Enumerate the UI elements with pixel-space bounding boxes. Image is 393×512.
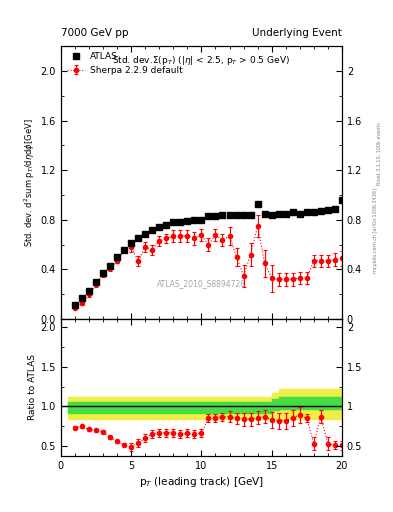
Text: Rivet 3.1.10, 100k events: Rivet 3.1.10, 100k events (377, 122, 382, 185)
Y-axis label: Ratio to ATLAS: Ratio to ATLAS (28, 354, 37, 420)
Text: ATLAS_2010_S8894728: ATLAS_2010_S8894728 (157, 279, 246, 288)
Y-axis label: Std. dev. d$^2$sum p$_T$/d$\eta$d$\phi$[GeV]: Std. dev. d$^2$sum p$_T$/d$\eta$d$\phi$[… (22, 118, 37, 247)
Text: Std. dev.$\Sigma$(p$_T$) ($|\eta|$ < 2.5, p$_T$ > 0.5 GeV): Std. dev.$\Sigma$(p$_T$) ($|\eta|$ < 2.5… (112, 54, 290, 67)
X-axis label: p$_T$ (leading track) [GeV]: p$_T$ (leading track) [GeV] (139, 475, 264, 489)
Text: Underlying Event: Underlying Event (252, 28, 342, 38)
Text: mcplots.cern.ch [arXiv:1306.3436]: mcplots.cern.ch [arXiv:1306.3436] (373, 188, 378, 273)
Text: 7000 GeV pp: 7000 GeV pp (61, 28, 129, 38)
Legend: ATLAS, Sherpa 2.2.9 default: ATLAS, Sherpa 2.2.9 default (65, 51, 184, 77)
